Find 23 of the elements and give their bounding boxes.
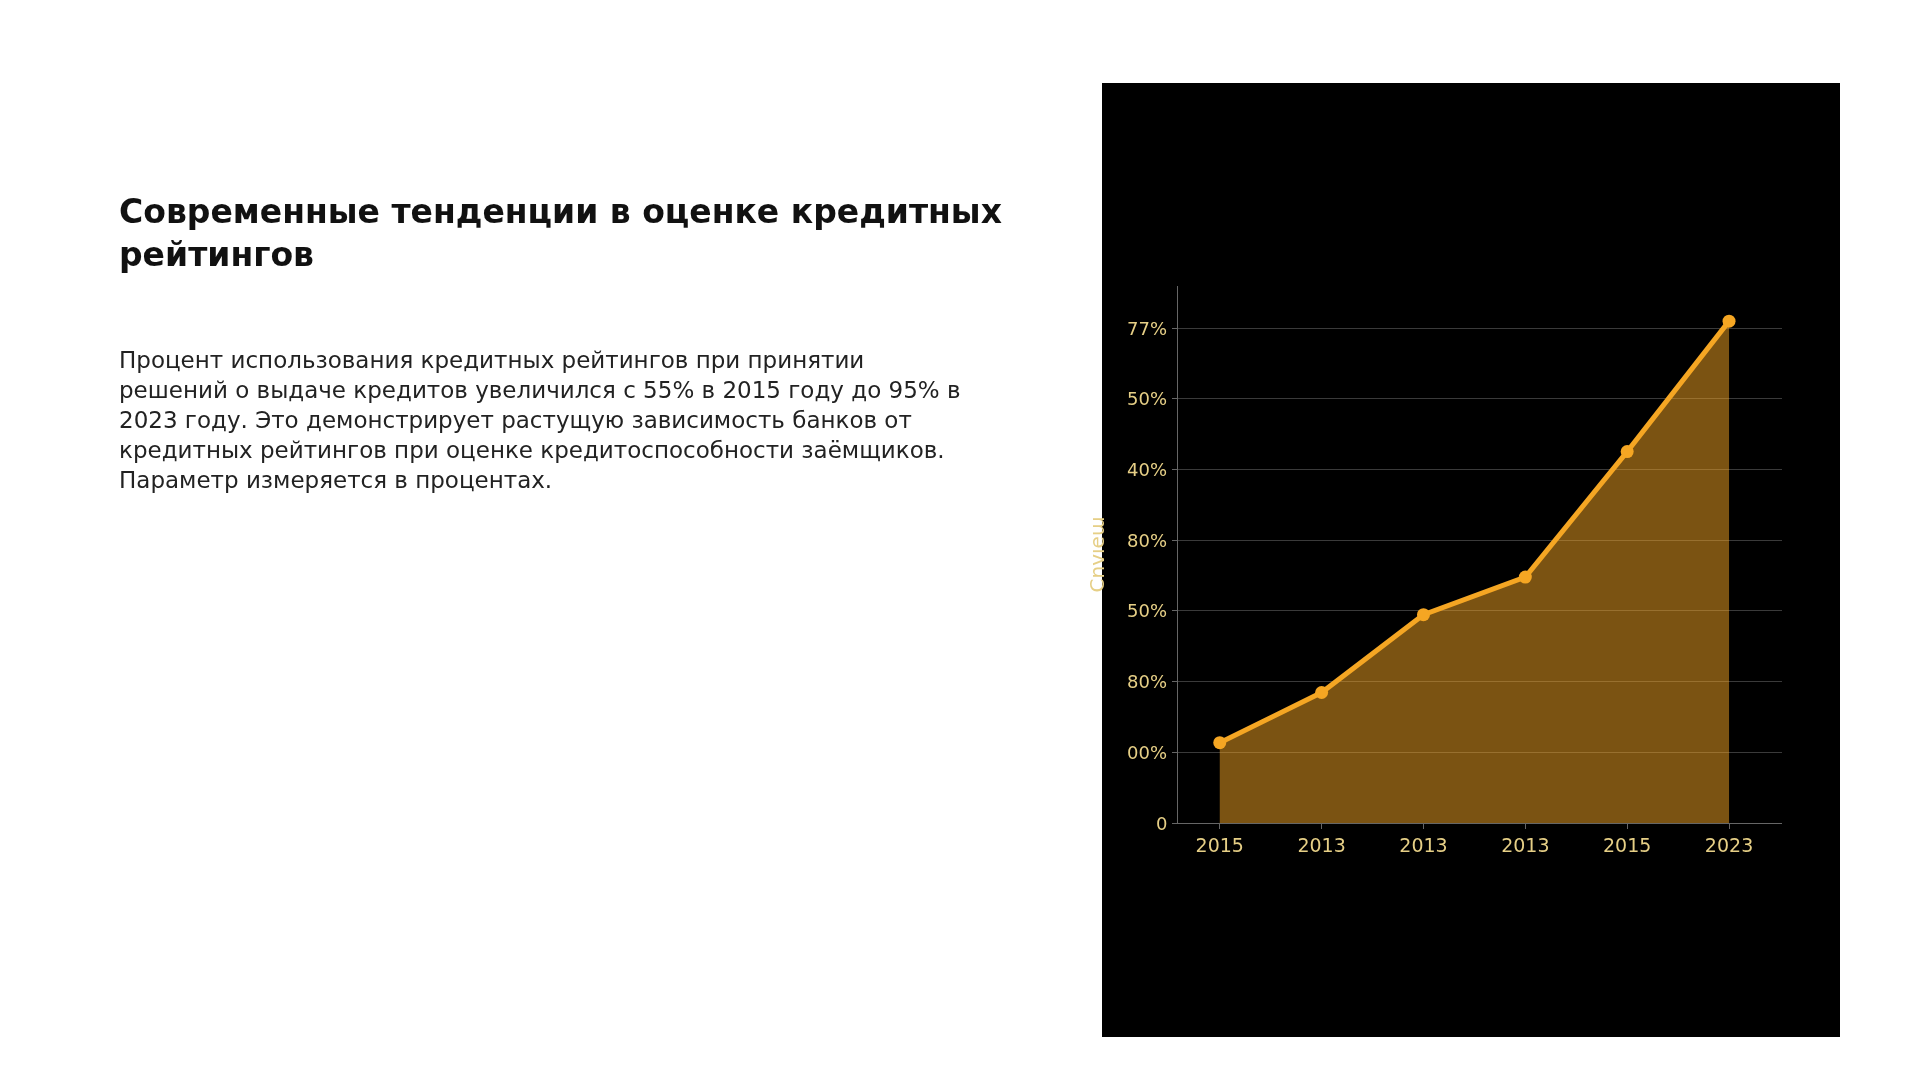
text: 50% (1127, 388, 1168, 409)
x-tick-label: 2015 (1603, 833, 1652, 856)
text: 0 (1156, 813, 1168, 834)
point (1315, 686, 1329, 699)
y-axis-title: Cnvıeɯ (1084, 516, 1109, 593)
point (1416, 608, 1430, 622)
text: 80% (1127, 530, 1168, 551)
x-tick-label: 2013 (1399, 833, 1448, 856)
x-tick-label: 2013 (1501, 833, 1550, 856)
text: 50% (1127, 600, 1168, 621)
point (1213, 736, 1227, 750)
x-tick-label: 2013 (1297, 833, 1346, 856)
point (1620, 445, 1634, 459)
point (1518, 570, 1532, 584)
x-tick-label: 2015 (1195, 833, 1244, 856)
text: 77% (1127, 318, 1168, 339)
text: 40% (1127, 459, 1168, 480)
point (1722, 314, 1736, 328)
text: Современные тенденции в оценке кредитных рейтингов (119, 192, 1002, 274)
text: 00% (1127, 742, 1168, 763)
x-tick-label: 2023 (1704, 833, 1754, 856)
text: Процент использования кредитных рейтингов при принятии решений о выдаче кредитов увеличился с 55% в 2015 году до 95% в 2023 году. Это демонстрирует растущую зависимость банков от кредитных рейтингов при оценке кредитоспособности заёмщиков. Параметр измеряется в процентах. (119, 347, 961, 493)
text: 80% (1127, 671, 1168, 692)
